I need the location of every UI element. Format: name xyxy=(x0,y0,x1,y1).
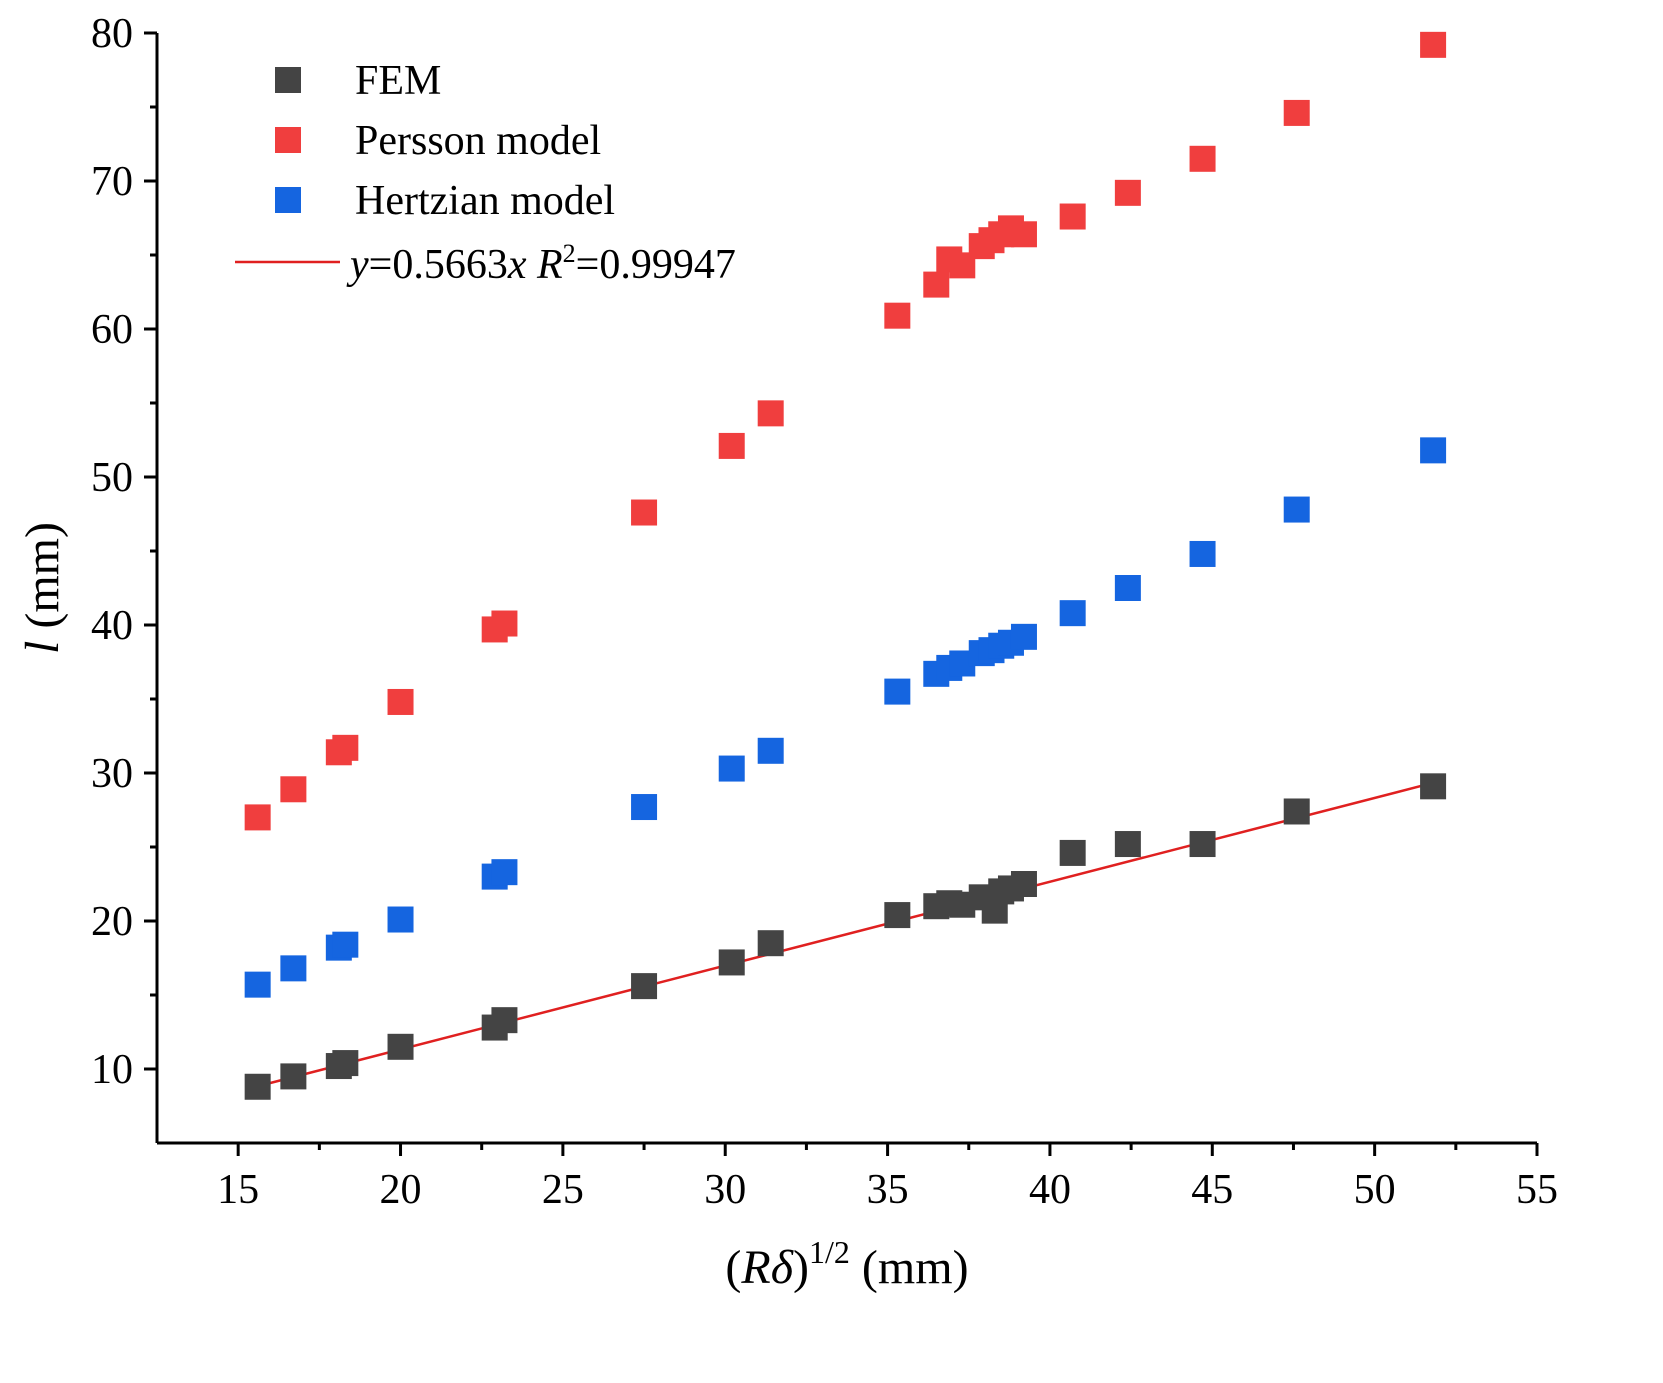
fem-point-9 xyxy=(757,930,784,957)
hertzian-model-point-23 xyxy=(1420,437,1447,464)
axes xyxy=(155,33,1537,1145)
legend-label-fem: FEM xyxy=(355,58,441,104)
x-tick-label-40: 40 xyxy=(1029,1167,1071,1213)
fem-point-19 xyxy=(1059,839,1086,866)
fem-point-23 xyxy=(1420,773,1447,800)
fem-point-1 xyxy=(280,1063,307,1090)
fem-point-18 xyxy=(1010,871,1037,897)
hertzian-model-point-21 xyxy=(1189,540,1216,567)
fem-point-6 xyxy=(491,1007,518,1034)
x-tick-label-20: 20 xyxy=(380,1167,422,1213)
fem-point-3 xyxy=(332,1050,359,1077)
y-tick-label-40: 40 xyxy=(91,603,133,649)
hertzian-model-point-18 xyxy=(1010,623,1037,650)
fit-layer xyxy=(257,781,1434,1088)
y-tick-label-70: 70 xyxy=(91,159,133,205)
persson-model-point-22 xyxy=(1283,99,1310,126)
legend: FEM Persson model Hertzian model y=0.566… xyxy=(235,58,736,288)
hertzian-model-point-3 xyxy=(332,931,359,958)
legend-marker-hertzian xyxy=(275,187,301,213)
hertzian-model-point-4 xyxy=(387,906,414,933)
ticks: 15 20 25 30 35 40 45 50 55 10 20 30 40 50 60 70 80 xyxy=(91,11,1558,1213)
y-tick-label-30: 30 xyxy=(91,751,133,797)
legend-label-fit: y=0.5663x R2=0.99947 xyxy=(346,239,736,288)
hertzian-model-point-20 xyxy=(1114,575,1141,601)
persson-model-point-8 xyxy=(718,432,745,459)
hertzian-model-point-9 xyxy=(757,737,784,764)
hertzian-model-point-8 xyxy=(718,755,745,782)
fem-point-21 xyxy=(1189,831,1216,858)
persson-model-point-3 xyxy=(332,734,359,761)
y-tick-label-50: 50 xyxy=(91,455,133,501)
y-tick-label-60: 60 xyxy=(91,307,133,353)
fem-point-4 xyxy=(387,1033,414,1060)
hertzian-model-point-7 xyxy=(631,794,658,821)
fem-point-8 xyxy=(718,949,745,976)
x-tick-label-50: 50 xyxy=(1354,1167,1396,1213)
persson-model-point-11 xyxy=(923,271,950,298)
persson-model-point-18 xyxy=(1010,221,1037,248)
legend-label-persson: Persson model xyxy=(355,118,601,164)
x-tick-label-35: 35 xyxy=(867,1167,909,1213)
persson-model-point-1 xyxy=(280,776,307,803)
persson-model-point-0 xyxy=(244,804,271,831)
x-tick-label-25: 25 xyxy=(542,1167,584,1213)
x-tick-label-45: 45 xyxy=(1191,1167,1233,1213)
persson-model-point-9 xyxy=(757,400,784,427)
legend-label-hertzian: Hertzian model xyxy=(355,178,615,224)
hertzian-model-point-19 xyxy=(1059,600,1086,627)
fem-point-22 xyxy=(1283,798,1310,825)
hertzian-model-point-10 xyxy=(884,678,911,705)
y-tick-label-80: 80 xyxy=(91,11,133,57)
x-tick-label-30: 30 xyxy=(704,1167,746,1213)
hertzian-model-point-1 xyxy=(280,955,307,982)
persson-model-point-7 xyxy=(631,499,658,526)
persson-model-point-19 xyxy=(1059,203,1086,230)
y-axis-label: l (mm) xyxy=(16,522,69,654)
persson-model-point-20 xyxy=(1114,179,1141,206)
persson-model-point-10 xyxy=(884,302,911,329)
legend-marker-persson xyxy=(275,127,301,153)
fem-point-20 xyxy=(1114,831,1141,858)
x-tick-label-55: 55 xyxy=(1516,1167,1558,1213)
y-tick-label-10: 10 xyxy=(91,1047,133,1093)
persson-model-point-6 xyxy=(491,610,518,637)
data-marks xyxy=(244,31,1447,1100)
persson-model-point-21 xyxy=(1189,145,1216,172)
x-tick-label-15: 15 xyxy=(217,1167,259,1213)
hertzian-model-point-0 xyxy=(244,971,271,998)
legend-marker-fem xyxy=(275,67,301,93)
fem-point-0 xyxy=(244,1073,271,1100)
hertzian-model-point-6 xyxy=(491,859,518,886)
persson-model-point-23 xyxy=(1420,31,1447,58)
fit-line xyxy=(257,781,1434,1088)
x-axis-label: (Rδ)1/2 (mm) xyxy=(725,1234,968,1294)
persson-model-point-4 xyxy=(387,688,414,715)
hertzian-model-point-22 xyxy=(1283,496,1310,523)
fem-point-10 xyxy=(884,902,911,929)
fem-point-7 xyxy=(631,973,658,1000)
y-tick-label-20: 20 xyxy=(91,899,133,945)
